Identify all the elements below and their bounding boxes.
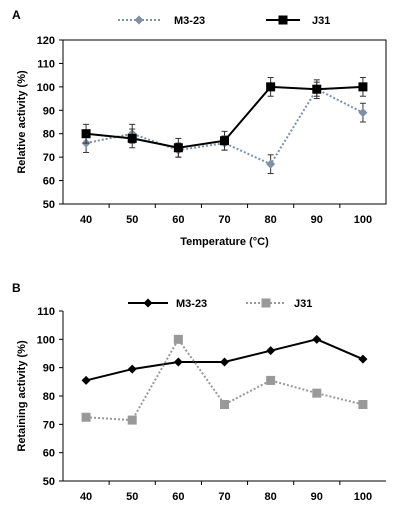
x-axis-label: Temperature (°C) [180,236,269,248]
legend-entry: J31 [246,298,312,310]
legend-marker [134,15,144,25]
y-tick-label: 120 [37,35,55,47]
data-point [358,400,368,409]
data-point [127,364,137,374]
y-tick-label: 100 [37,82,55,94]
data-point [220,136,229,146]
data-point [127,415,137,425]
data-point [127,133,137,143]
x-tick-label: 40 [80,491,92,503]
legend-label: M3-23 [176,298,207,310]
data-point [358,82,368,92]
data-point [81,375,91,385]
y-tick-label: 100 [37,334,55,346]
panel-label: B [12,281,21,295]
y-tick-label: 90 [43,105,55,117]
x-tick-label: 60 [172,491,184,503]
x-tick-label: 100 [354,214,372,226]
panel-b: B 50 60 70 80 90 100 110 40 50 60 70 80 90 100 Retainin… [12,281,386,503]
series-J31 [81,334,368,425]
panel-a: A 50 60 70 80 90 100 110 120 40 50 60 70 80 90 100 Relat… [12,8,387,248]
data-point [81,129,91,139]
legend-label: M3-23 [174,15,205,27]
legend-entry: M3-23 [118,15,205,27]
series-M3-23 [81,334,368,385]
legend-entry: M3-23 [128,298,207,310]
y-tick-label: 110 [37,306,55,318]
data-point [266,159,276,169]
y-tick-label: 50 [43,199,55,211]
data-point [358,354,368,364]
legend-marker [143,298,153,308]
legend-marker [261,298,271,308]
x-tick-label: 70 [218,214,230,226]
x-tick-label: 80 [265,491,277,503]
y-tick-label: 70 [43,419,55,431]
legend-marker [278,15,288,25]
data-point [266,82,276,92]
data-point [312,388,322,398]
y-axis-label: Retaining activity (%) [16,340,28,452]
data-point [220,400,229,409]
data-point [266,346,276,356]
y-tick-label: 80 [43,391,55,403]
y-tick-label: 60 [43,448,55,460]
data-point [173,357,183,367]
x-tick-label: 80 [265,214,277,226]
data-point [312,334,322,344]
y-tick-label: 70 [43,152,55,164]
data-point [358,108,368,118]
data-point [220,357,229,367]
legend-entry: J31 [266,15,330,27]
series-line [85,87,364,166]
data-point [266,375,276,385]
x-tick-label: 40 [80,214,92,226]
x-tick-label: 60 [172,214,184,226]
x-tick-label: 90 [311,491,323,503]
y-tick-label: 110 [37,58,55,70]
y-tick-label: 80 [43,129,55,141]
series-J31 [81,76,368,158]
data-point [173,143,183,153]
data-point [312,84,322,94]
series-M3-23 [81,79,368,175]
plot-frame [62,39,387,205]
x-tick-label: 50 [126,491,138,503]
y-tick-label: 50 [43,476,55,488]
x-tick-label: 100 [354,491,372,503]
data-point [173,334,183,344]
x-tick-label: 70 [218,491,230,503]
legend-label: J31 [294,298,312,310]
y-tick-label: 60 [43,176,55,188]
legend-label: J31 [312,15,330,27]
y-tick-label: 90 [43,363,55,375]
y-axis-label: Relative activity (%) [16,70,28,174]
x-tick-label: 50 [126,214,138,226]
data-point [81,412,91,422]
x-tick-label: 90 [311,214,323,226]
panel-label: A [12,8,21,22]
